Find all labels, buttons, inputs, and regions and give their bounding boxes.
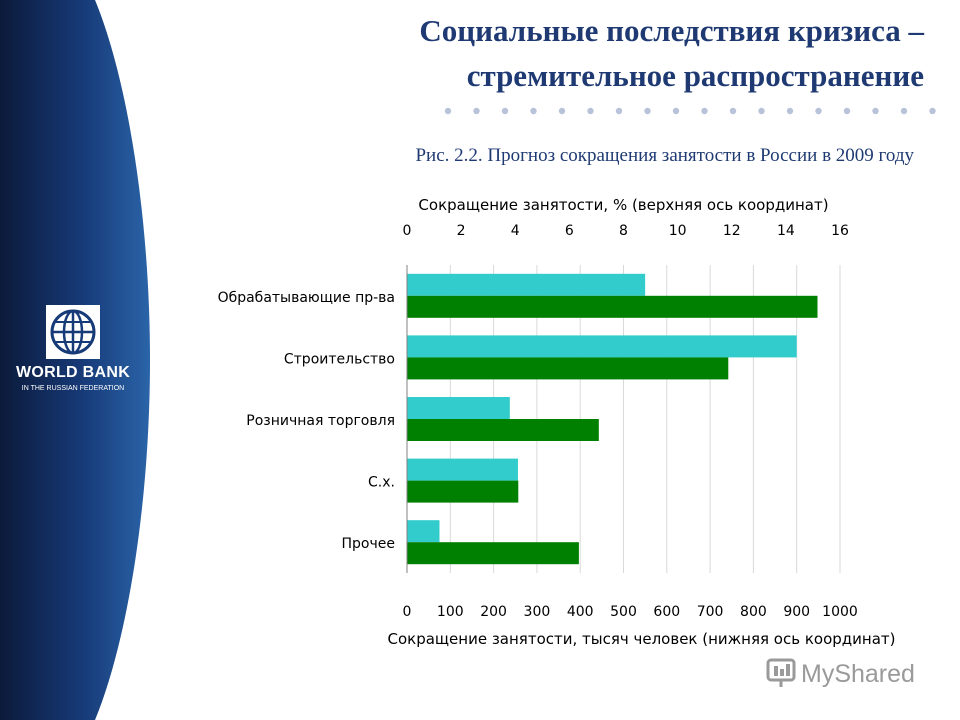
bottom-axis-tick-label: 200 [480, 604, 507, 620]
bar-thousands [407, 295, 818, 318]
bottom-axis-tick-label: 800 [740, 604, 767, 620]
top-axis-tick-label: 14 [777, 223, 795, 239]
dotted-divider [444, 107, 936, 115]
category-label: Строительство [284, 351, 395, 367]
divider-dot [473, 107, 480, 115]
watermark-text: MyShared [801, 660, 915, 688]
top-axis-tick-label: 0 [403, 223, 412, 239]
divider-dot [872, 107, 879, 115]
divider-dot [701, 107, 708, 115]
divider-dot [530, 107, 537, 115]
category-label: Прочее [342, 536, 395, 552]
top-axis-tick-label: 6 [565, 223, 574, 239]
divider-dot [615, 107, 623, 115]
divider-dot [444, 107, 452, 115]
top-axis-tick-label: 4 [511, 223, 520, 239]
divider-dot [501, 107, 509, 115]
bar-percent [407, 520, 440, 543]
divider-dot [672, 107, 680, 115]
bottom-axis-title: Сокращение занятости, тысяч человек (ниж… [388, 630, 896, 648]
divider-dot [587, 107, 594, 115]
category-label: Обрабатывающие пр-ва [218, 290, 395, 306]
bottom-axis-tick-label: 1000 [822, 604, 858, 620]
bottom-axis-tick-label: 600 [653, 604, 680, 620]
bar-thousands [407, 480, 519, 503]
bar-thousands [407, 419, 599, 441]
divider-dot [758, 107, 765, 115]
category-label: С.х. [368, 475, 395, 491]
divider-dot [644, 107, 651, 115]
bottom-axis-tick-label: 400 [567, 604, 594, 620]
bar-percent [407, 397, 510, 419]
category-label: Розничная торговля [246, 413, 395, 429]
bar-percent [407, 273, 646, 296]
figure-caption: Рис. 2.2. Прогноз сокращения занятости в… [415, 145, 914, 166]
bottom-axis-tick-label: 500 [610, 604, 637, 620]
world-bank-logo [46, 305, 100, 359]
top-axis-tick-label: 12 [723, 223, 741, 239]
divider-dot [843, 107, 851, 115]
slide-title-line-2: стремительное распространение [466, 58, 924, 93]
left-blue-panel [0, 0, 150, 720]
top-axis-tick-label: 16 [831, 223, 849, 239]
divider-dot [929, 107, 936, 115]
bar-thousands [407, 542, 579, 565]
bar-percent [407, 458, 518, 481]
bottom-axis-tick-label: 0 [403, 604, 412, 620]
bar-thousands [407, 357, 729, 380]
bottom-axis-tick-label: 300 [524, 604, 551, 620]
watermark: MyShared [766, 658, 915, 688]
bar-percent [407, 335, 797, 358]
presentation-icon [766, 658, 796, 687]
top-axis-tick-label: 2 [457, 223, 466, 239]
slide-title-line-1: Социальные последствия кризиса – [419, 13, 924, 48]
brand-subtitle: IN THE RUSSIAN FEDERATION [21, 385, 125, 392]
divider-dot [786, 107, 794, 115]
bottom-axis-tick-label: 700 [697, 604, 724, 620]
bottom-axis-tick-label: 100 [437, 604, 464, 620]
top-axis-tick-label: 8 [619, 223, 628, 239]
brand-name: WORLD BANK [15, 364, 131, 381]
employment-bar-chart: Обрабатывающие пр-ва Строительство Розничн… [218, 196, 896, 648]
globe-icon [46, 305, 100, 359]
divider-dot [900, 107, 908, 115]
top-axis-tick-label: 10 [669, 223, 687, 239]
top-axis-title: Сокращение занятости, % (верхняя ось коо… [418, 196, 828, 214]
bottom-axis-tick-label: 900 [783, 604, 810, 620]
divider-dot [729, 107, 737, 115]
divider-dot [815, 107, 822, 115]
divider-dot [558, 107, 566, 115]
